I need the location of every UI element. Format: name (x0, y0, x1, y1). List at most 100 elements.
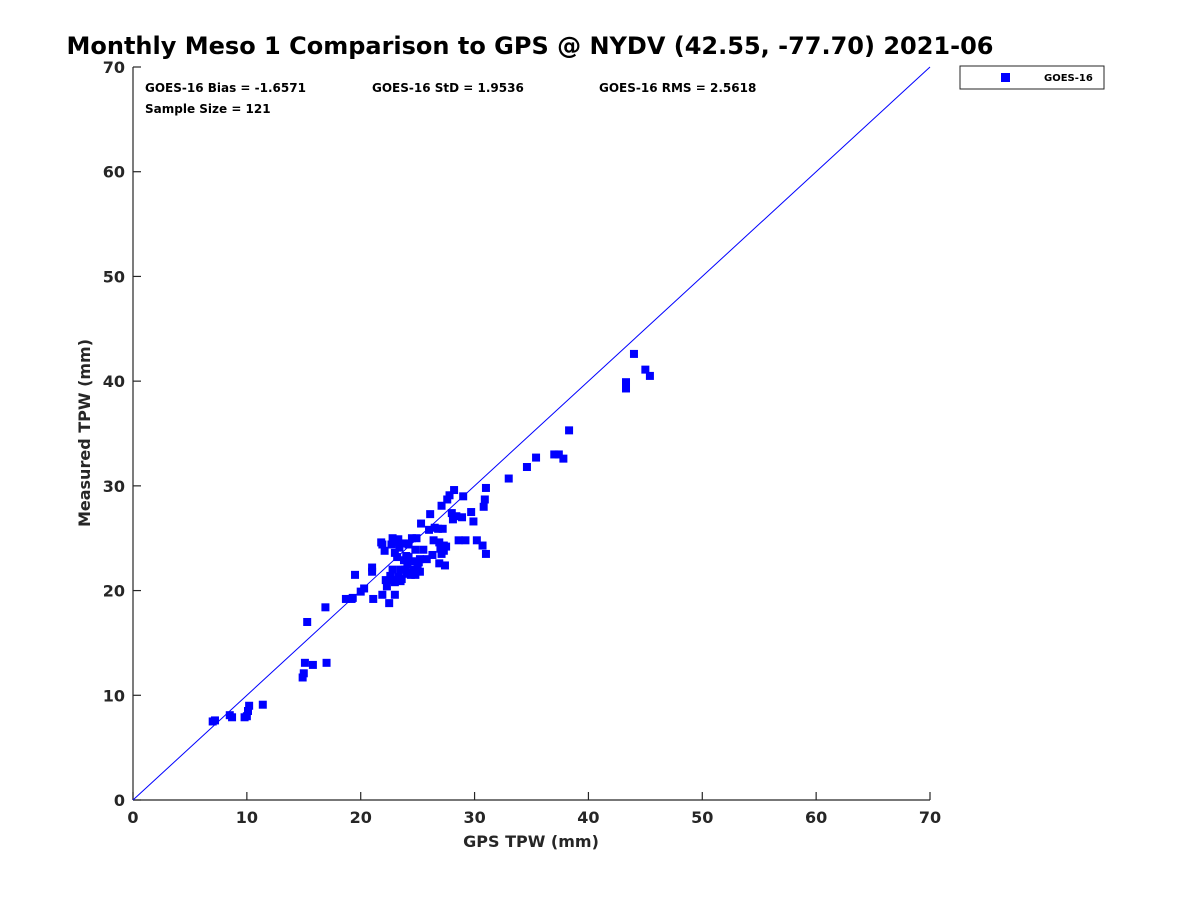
data-point (479, 502, 488, 511)
legend-box (959, 65, 1105, 90)
data-point (422, 555, 431, 564)
data-point (368, 563, 377, 572)
legend-marker-goes16 (1001, 73, 1010, 82)
data-point (242, 712, 251, 721)
data-point (559, 454, 568, 463)
y-tick-label: 70 (103, 58, 125, 77)
one-to-one-reference-line (132, 66, 931, 801)
data-point (415, 567, 424, 576)
data-point (417, 519, 426, 528)
data-point (396, 577, 405, 586)
y-tick-label: 10 (103, 686, 125, 705)
data-point (412, 534, 421, 543)
stat-sample-size: Sample Size = 121 (145, 102, 271, 116)
data-point (445, 491, 454, 500)
data-point (369, 594, 378, 603)
data-point (228, 713, 237, 722)
data-point (425, 525, 434, 534)
data-point (378, 540, 387, 549)
x-tick-label: 0 (127, 808, 138, 827)
stat-rms: GOES-16 RMS = 2.5618 (599, 81, 756, 95)
data-point (396, 565, 405, 574)
data-point (629, 349, 638, 358)
data-point (645, 371, 654, 380)
data-point (447, 509, 456, 518)
data-point (368, 567, 377, 576)
data-point (434, 524, 443, 533)
data-point (426, 510, 435, 519)
data-point (458, 513, 467, 522)
stat-bias: GOES-16 Bias = -1.6571 (145, 81, 306, 95)
data-point (481, 549, 490, 558)
data-point (435, 538, 444, 547)
data-point (478, 541, 487, 550)
y-axis-label: Measured TPW (mm) (75, 339, 94, 527)
data-point (401, 565, 410, 574)
data-point (381, 576, 390, 585)
data-point (443, 495, 452, 504)
data-point (469, 517, 478, 526)
data-point (481, 483, 490, 492)
data-point (299, 669, 308, 678)
data-point (386, 571, 395, 580)
axes (132, 67, 930, 801)
data-point (622, 378, 631, 387)
data-point (413, 562, 422, 571)
data-point (554, 450, 563, 459)
data-point (641, 365, 650, 374)
scatter-points (208, 349, 654, 726)
data-point (450, 486, 459, 495)
data-point (413, 558, 422, 567)
data-point (245, 701, 254, 710)
x-ticks: 0 10 20 30 40 50 60 70 (127, 792, 941, 827)
data-point (532, 453, 541, 462)
data-point (394, 535, 403, 544)
data-point (406, 570, 415, 579)
x-tick-label: 10 (236, 808, 258, 827)
data-point (522, 463, 531, 472)
x-tick-label: 70 (919, 808, 941, 827)
data-point (407, 557, 416, 566)
data-point (440, 561, 449, 570)
y-tick-label: 50 (103, 267, 125, 286)
data-point (388, 565, 397, 574)
data-point (404, 553, 413, 562)
data-point (258, 700, 267, 709)
y-tick-label: 30 (103, 477, 125, 496)
x-axis-label: GPS TPW (mm) (463, 832, 599, 851)
data-point (390, 590, 399, 599)
data-point (395, 543, 404, 552)
x-tick-label: 50 (691, 808, 713, 827)
data-point (380, 546, 389, 555)
data-point (360, 584, 369, 593)
data-point (459, 492, 468, 501)
x-tick-label: 60 (805, 808, 827, 827)
data-point (454, 536, 463, 545)
data-point (322, 658, 331, 667)
data-point (399, 556, 408, 565)
data-point (390, 578, 399, 587)
data-point (437, 501, 446, 510)
data-point (403, 560, 412, 569)
data-point (467, 508, 476, 517)
data-point (550, 450, 559, 459)
data-point (504, 474, 513, 483)
x-tick-label: 20 (350, 808, 372, 827)
data-point (439, 541, 448, 550)
data-point (622, 384, 631, 393)
legend: GOES-16 (959, 65, 1105, 90)
data-point (437, 549, 446, 558)
data-point (388, 534, 397, 543)
data-point (428, 550, 437, 559)
data-point (386, 576, 395, 585)
x-tick-label: 30 (463, 808, 485, 827)
stat-std: GOES-16 StD = 1.9536 (372, 81, 524, 95)
data-point (461, 536, 470, 545)
data-point (385, 599, 394, 608)
legend-label-goes16: GOES-16 (1044, 73, 1093, 84)
data-point (351, 570, 360, 579)
y-tick-label: 0 (114, 791, 125, 810)
data-point (308, 660, 317, 669)
data-point (438, 524, 447, 533)
data-point (341, 594, 350, 603)
